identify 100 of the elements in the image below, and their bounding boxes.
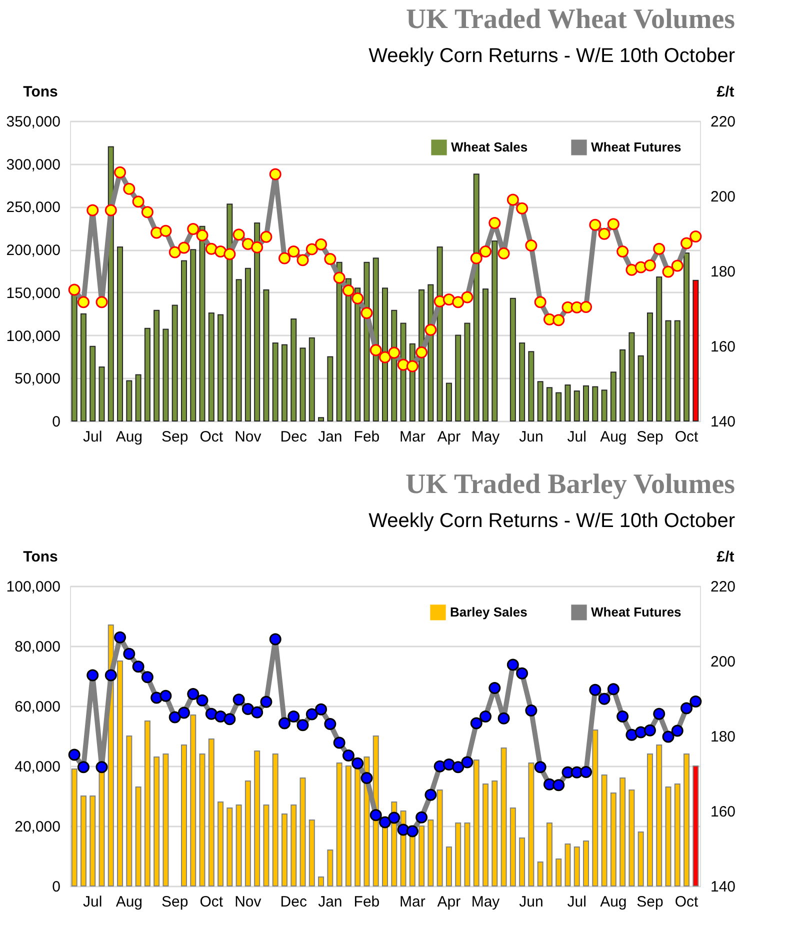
y-axis-title: Tons <box>23 84 58 100</box>
y-tick-label: 20,000 <box>14 818 60 836</box>
bar <box>281 814 288 886</box>
bar <box>528 351 534 422</box>
bar <box>537 381 544 422</box>
bar <box>610 792 616 886</box>
bar <box>656 276 662 422</box>
bar <box>290 804 297 886</box>
y-tick-label: 80,000 <box>14 638 60 656</box>
y2-tick-label: 180 <box>710 264 736 280</box>
bar <box>674 320 680 422</box>
y-tick-label: 100,000 <box>6 578 60 596</box>
bar <box>684 252 690 422</box>
x-tick-label: Jul <box>83 894 102 910</box>
bar <box>263 289 270 422</box>
x-tick-label: Nov <box>234 894 262 910</box>
bar <box>162 754 169 886</box>
bar <box>556 392 562 422</box>
bar <box>556 858 562 886</box>
bar <box>162 328 169 422</box>
bar <box>620 778 626 886</box>
bar <box>455 334 462 422</box>
x-tick-label: Jul <box>567 428 586 446</box>
y-axis-title: Tons <box>23 548 58 566</box>
bar <box>665 320 672 422</box>
x-tick-label: Sep <box>636 894 664 910</box>
bar <box>528 762 534 886</box>
bar <box>263 804 270 886</box>
chart-subtitle: Weekly Corn Returns - W/E 10th October <box>368 510 736 532</box>
bar <box>665 786 672 886</box>
bar <box>592 386 598 422</box>
bar <box>464 822 470 886</box>
y-tick-label: 100,000 <box>6 328 60 345</box>
bar <box>300 778 306 886</box>
bar <box>327 850 334 886</box>
bar <box>126 380 132 422</box>
x-tick-label: Oct <box>674 428 700 446</box>
bar <box>254 750 260 886</box>
x-tick-label: Jul <box>83 428 102 446</box>
bar <box>327 356 334 422</box>
x-tick-label: Oct <box>674 894 700 910</box>
bar <box>692 280 699 422</box>
x-tick-label: Sep <box>161 428 188 446</box>
bar <box>519 838 526 886</box>
y-tick-label: 0 <box>52 878 60 896</box>
bar <box>308 337 315 422</box>
bar <box>638 832 644 886</box>
bar <box>236 279 242 422</box>
bar <box>473 760 480 886</box>
bar <box>199 754 206 886</box>
bar <box>537 862 544 886</box>
bar <box>610 372 616 422</box>
y2-axis-title: £/t <box>716 548 734 566</box>
x-tick-label: Aug <box>600 428 627 446</box>
y2-tick-label: 180 <box>710 728 736 746</box>
bar <box>90 346 96 422</box>
bar <box>646 754 653 886</box>
bar <box>98 366 105 422</box>
bar <box>318 876 324 886</box>
bar <box>646 312 653 422</box>
bar <box>628 332 635 422</box>
bar <box>308 820 315 886</box>
bar <box>290 318 297 422</box>
x-tick-label: Mar <box>399 428 426 446</box>
bar <box>510 808 516 886</box>
bar <box>117 246 124 422</box>
y-tick-label: 350,000 <box>6 114 60 130</box>
x-tick-label: Feb <box>354 428 380 446</box>
bar <box>684 754 690 886</box>
x-tick-label: Aug <box>116 894 143 910</box>
bar <box>546 387 552 422</box>
bar <box>318 417 324 422</box>
bar <box>455 822 462 886</box>
y-tick-label: 250,000 <box>6 199 60 216</box>
bar <box>510 298 516 422</box>
bar <box>300 348 306 422</box>
bar <box>244 780 251 886</box>
x-tick-label: May <box>471 894 500 910</box>
x-tick-label: Dec <box>280 894 308 910</box>
bar <box>656 744 662 886</box>
bar <box>172 304 178 422</box>
bar <box>272 754 278 886</box>
bar <box>564 384 571 422</box>
x-tick-label: Oct <box>200 894 224 910</box>
y-tick-label: 50,000 <box>14 370 60 388</box>
bar <box>583 840 590 886</box>
x-tick-label: Jun <box>519 428 544 446</box>
y-tick-label: 40,000 <box>14 758 60 776</box>
bar <box>564 844 571 886</box>
y2-tick-label: 160 <box>710 804 736 820</box>
bar <box>144 720 150 886</box>
bar <box>180 260 187 422</box>
y2-tick-label: 220 <box>710 578 736 596</box>
x-tick-label: Sep <box>636 428 664 446</box>
bar <box>601 390 608 422</box>
bar <box>236 804 242 886</box>
x-tick-label: Mar <box>399 894 426 910</box>
bar <box>135 786 142 886</box>
bar <box>601 774 608 886</box>
chart-title: UK Traded Wheat Volumes <box>406 4 736 35</box>
